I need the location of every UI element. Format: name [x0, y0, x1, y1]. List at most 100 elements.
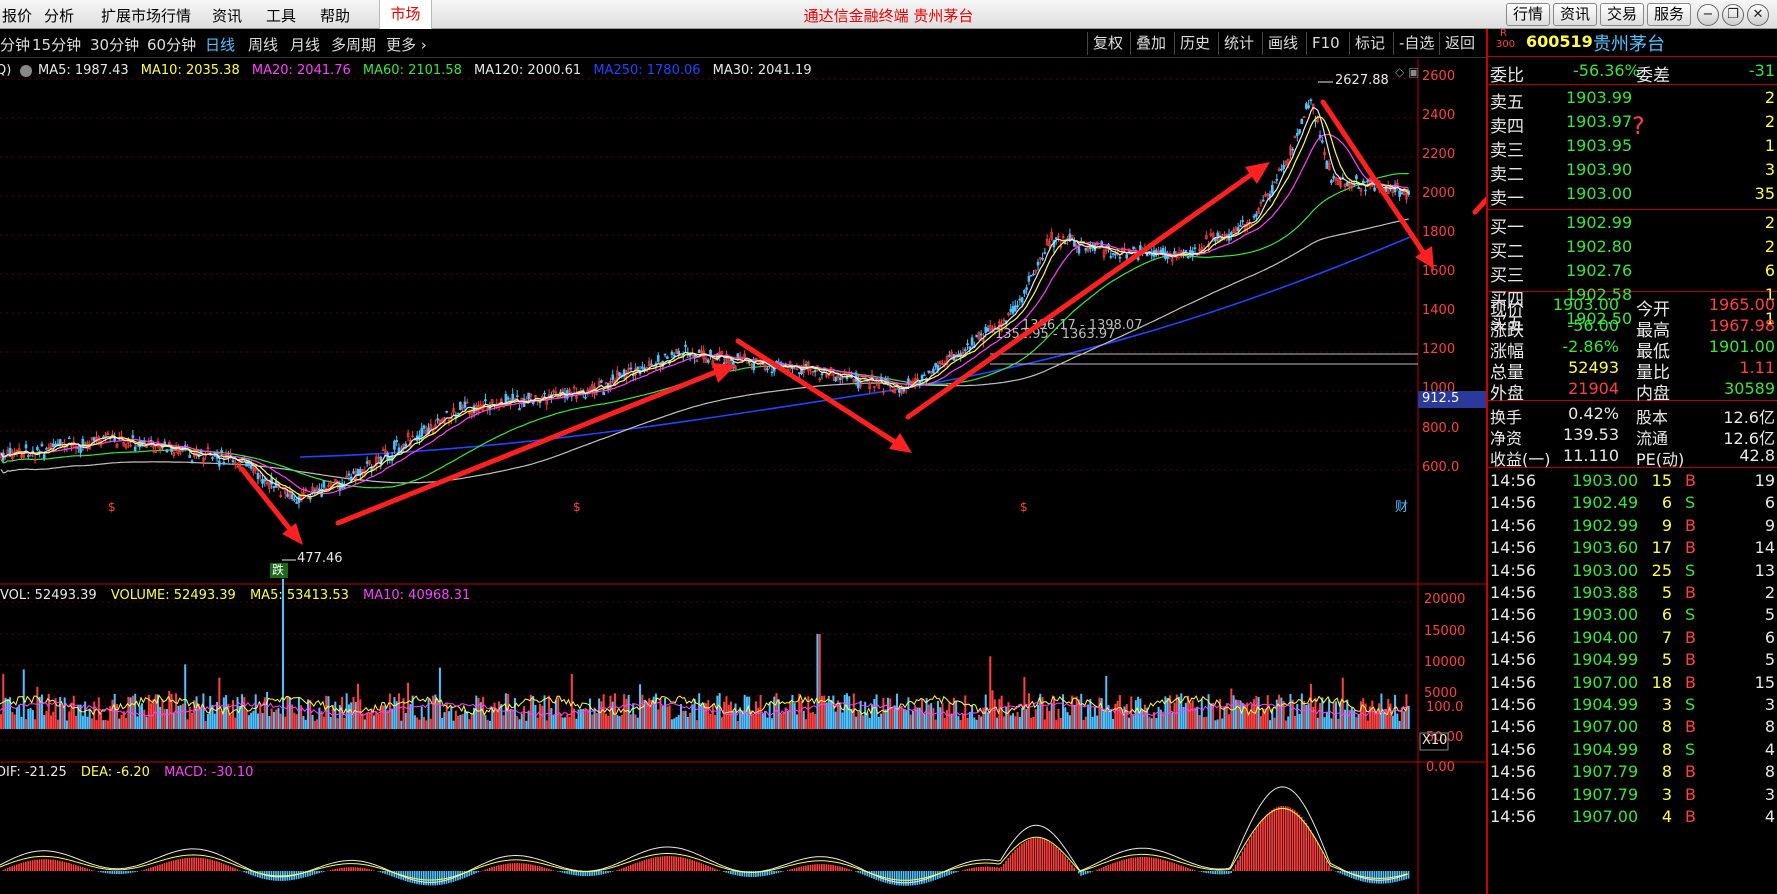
candle-body	[986, 328, 990, 332]
stat2-value: 0.42%	[1568, 404, 1619, 423]
menu-market[interactable]: 市场	[379, 0, 432, 29]
volume-bar	[197, 703, 200, 729]
menu-news[interactable]: 资讯	[212, 7, 243, 25]
menu-quote[interactable]: 报价	[2, 7, 33, 25]
macd-bar	[809, 864, 812, 871]
candle-body	[365, 461, 369, 464]
volume-bar	[1330, 718, 1333, 729]
macd-bar	[102, 871, 104, 873]
tool-watchlist[interactable]: -自选	[1393, 32, 1439, 55]
volume-bar	[1037, 704, 1040, 729]
ma-legend-prefix: Q)	[0, 63, 11, 78]
period-weekly[interactable]: 周线	[248, 36, 279, 54]
period-multi[interactable]: 多周期	[331, 36, 377, 54]
tool-stats[interactable]: 统计	[1218, 32, 1259, 55]
menu-tools[interactable]: 工具	[266, 7, 297, 25]
ask-price: 1903.90	[1566, 160, 1633, 179]
volume-bar	[181, 703, 184, 729]
tick-count: 8	[1764, 762, 1775, 782]
volume-bar	[1296, 704, 1299, 729]
macd-bar	[90, 869, 93, 871]
dropdown-icon[interactable]	[20, 65, 32, 77]
volume-bar	[227, 703, 230, 729]
volume-bar	[859, 700, 862, 729]
volume-bar	[934, 719, 937, 729]
trade-button[interactable]: 交易	[1600, 3, 1644, 26]
minimize-icon[interactable]: −	[1697, 4, 1719, 26]
tool-history[interactable]: 历史	[1174, 32, 1215, 55]
volume-bar	[479, 702, 482, 729]
macd-bar	[388, 871, 391, 876]
macd-bar	[743, 871, 746, 877]
macd-bar	[1228, 871, 1230, 874]
macd-bar	[921, 871, 923, 884]
volume-bar	[957, 716, 960, 729]
volume-bar	[673, 718, 676, 729]
tool-adjust[interactable]: 复权	[1087, 32, 1128, 55]
restore-icon[interactable]: ❐	[1722, 4, 1744, 26]
volume-bar	[1175, 694, 1178, 729]
tool-draw[interactable]: 画线	[1262, 32, 1303, 55]
volume-bar	[1030, 717, 1033, 729]
volume-bar	[520, 713, 523, 729]
volume-bar	[1278, 694, 1281, 729]
macd-bar	[411, 871, 414, 884]
volume-bar	[1396, 713, 1399, 729]
volume-bar	[498, 701, 501, 729]
volume-bar	[31, 710, 34, 729]
tick-volume: 4	[1661, 807, 1672, 826]
macd-bar	[175, 859, 177, 871]
macd-bar	[1200, 871, 1203, 872]
tool-mark[interactable]: 标记	[1349, 32, 1390, 55]
volume-bar	[1384, 709, 1387, 729]
macd-bar	[836, 865, 839, 871]
macd-bar	[318, 871, 320, 874]
menu-analysis[interactable]: 分析	[44, 7, 75, 25]
volume-bar	[131, 695, 134, 729]
stat2-label: 股本	[1636, 408, 1669, 427]
tool-back[interactable]: 返回	[1439, 32, 1480, 55]
period-more[interactable]: 更多 ›	[386, 36, 427, 54]
volume-bar	[893, 705, 896, 729]
menu-extended-market[interactable]: 扩展市场行情	[101, 7, 192, 25]
expand-icon[interactable]: ◇ ▣	[1395, 65, 1419, 79]
service-button[interactable]: 服务	[1647, 3, 1691, 26]
period-minute[interactable]: 分钟	[0, 36, 31, 54]
candle-body	[1323, 151, 1326, 155]
volume-bar	[300, 705, 303, 729]
macd-bar	[607, 871, 609, 874]
macd-bar	[593, 871, 596, 876]
volume-bar	[1205, 716, 1208, 729]
candle-body	[868, 382, 872, 389]
tool-overlay[interactable]: 叠加	[1130, 32, 1171, 55]
volume-bar	[88, 708, 91, 729]
macd-bar	[832, 865, 834, 871]
tick-time: 14:56	[1490, 605, 1537, 625]
period-30min[interactable]: 30分钟	[90, 36, 140, 54]
candle-body	[977, 332, 981, 340]
volume-bar	[263, 697, 266, 729]
kline-chart[interactable]: 260024002200200018001600140012001000800.…	[0, 59, 1486, 894]
macd-bar	[216, 861, 218, 871]
period-15min[interactable]: 15分钟	[32, 36, 82, 54]
macd-bar	[1153, 857, 1155, 871]
volume-bar	[523, 706, 526, 729]
info-button[interactable]: 资讯	[1553, 3, 1597, 26]
macd-bar	[309, 871, 311, 876]
macd-bar	[482, 870, 484, 871]
period-monthly[interactable]: 月线	[290, 36, 321, 54]
weibi-label: 委比	[1490, 66, 1524, 86]
macd-bar	[598, 871, 600, 876]
macd-bar	[250, 871, 252, 875]
period-daily[interactable]: 日线	[205, 36, 236, 54]
tool-f10[interactable]: F10	[1306, 32, 1345, 55]
close-icon[interactable]: ✕	[1747, 4, 1769, 26]
volume-bar	[434, 694, 437, 729]
candle-body	[1255, 213, 1258, 217]
quote-button[interactable]: 行情	[1506, 3, 1550, 26]
macd-bar	[1130, 858, 1132, 871]
period-60min[interactable]: 60分钟	[147, 36, 197, 54]
menu-help[interactable]: 帮助	[320, 7, 351, 25]
volume-bar	[884, 709, 887, 729]
macd-bar	[345, 867, 348, 871]
